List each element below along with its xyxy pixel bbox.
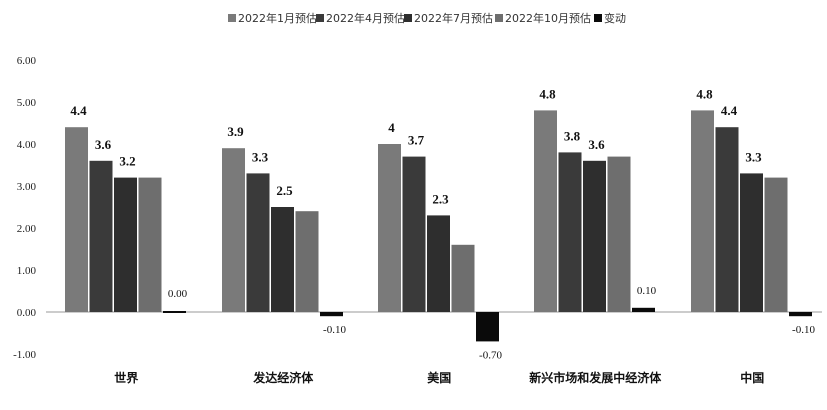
bars <box>65 110 812 342</box>
data-label: 3.6 <box>95 137 112 152</box>
data-label: 3.9 <box>227 124 244 139</box>
bar <box>715 127 739 312</box>
bar <box>402 156 426 312</box>
category-label: 发达经济体 <box>252 370 314 385</box>
bar <box>632 307 655 312</box>
legend-swatch <box>495 14 503 22</box>
data-label: 4.4 <box>721 103 738 118</box>
y-tick-label: 6.00 <box>17 55 37 67</box>
bar <box>114 177 137 312</box>
category-label: 世界 <box>114 370 138 385</box>
bar <box>378 144 401 312</box>
data-label: 3.6 <box>588 137 605 152</box>
bar <box>607 156 631 312</box>
bar <box>271 207 294 312</box>
data-label: 2.5 <box>276 183 293 198</box>
data-label: 4.8 <box>696 86 713 101</box>
bar <box>163 311 186 313</box>
legend-swatch <box>594 14 602 22</box>
bar <box>534 110 557 313</box>
legend-swatch <box>404 14 412 22</box>
data-label: 2.3 <box>432 191 449 206</box>
bar <box>583 160 606 312</box>
y-tick-label: 3.00 <box>17 181 37 193</box>
bar <box>740 173 763 312</box>
data-label: 3.7 <box>408 133 425 148</box>
legend-swatch <box>316 14 324 22</box>
data-label: 0.00 <box>168 288 188 300</box>
bar <box>246 173 270 312</box>
data-label: 3.8 <box>564 128 581 143</box>
legend-label: 2022年7月预估 <box>414 11 493 25</box>
data-label: 0.10 <box>637 285 657 297</box>
data-label: 4.8 <box>539 86 556 101</box>
data-labels: 4.4 3.6 3.2 0.00 3.9 3.3 2.5 -0.10 4 3.7 2.3 -0.70 4… <box>70 86 815 361</box>
y-tick-label: 5.00 <box>17 97 37 109</box>
data-label: 3.3 <box>745 149 762 164</box>
y-tick-label: 2.00 <box>17 223 37 235</box>
bar <box>451 244 475 312</box>
legend-swatch <box>228 14 236 22</box>
data-label: 4.4 <box>70 103 87 118</box>
data-label: -0.10 <box>323 324 346 336</box>
y-tick-label: -1.00 <box>13 349 36 361</box>
data-label: 4 <box>388 120 395 135</box>
y-axis: 6.00 5.00 4.00 3.00 2.00 1.00 0.00 -1.00 <box>13 55 36 361</box>
bar <box>789 312 812 317</box>
legend-label: 变动 <box>604 11 626 25</box>
bar <box>320 312 343 317</box>
category-label: 中国 <box>740 370 764 385</box>
legend-label: 2022年10月预估 <box>505 11 591 25</box>
data-label: -0.10 <box>792 324 815 336</box>
data-label: 3.2 <box>119 154 135 169</box>
bar <box>764 177 788 312</box>
legend-label: 2022年1月预估 <box>238 11 317 25</box>
bar <box>138 177 162 312</box>
y-tick-label: 1.00 <box>17 265 37 277</box>
y-tick-label: 0.00 <box>17 307 37 319</box>
legend-label: 2022年4月预估 <box>326 11 405 25</box>
legend: 2022年1月预估 2022年4月预估 2022年7月预估 2022年10月预估 变动 <box>228 11 626 25</box>
category-label: 新兴市场和发展中经济体 <box>529 370 662 385</box>
bar <box>89 160 113 312</box>
category-label: 美国 <box>427 370 451 385</box>
data-label: -0.70 <box>479 349 502 361</box>
category-labels: 世界 发达经济体 美国 新兴市场和发展中经济体 中国 <box>114 370 764 385</box>
data-label: 3.3 <box>252 149 269 164</box>
bar <box>476 312 499 342</box>
y-tick-label: 4.00 <box>17 139 37 151</box>
bar <box>65 127 88 312</box>
bar <box>691 110 714 313</box>
bar <box>222 148 245 312</box>
bar <box>295 211 319 312</box>
bar <box>558 152 582 312</box>
bar <box>427 215 450 312</box>
